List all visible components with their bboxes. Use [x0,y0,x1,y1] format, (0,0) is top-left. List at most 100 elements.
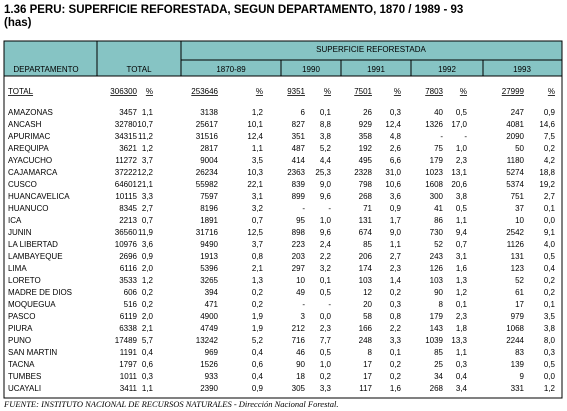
cell: - [464,132,467,141]
cell: 0,9 [544,108,556,117]
cell: 64601 [115,180,138,189]
cell: 11,9 [138,228,154,237]
cell: 1,1 [252,144,264,153]
cell: 4,2 [544,156,556,165]
cell: 839 [292,180,306,189]
cell: 3,3 [320,384,332,393]
cell: 85 [434,348,443,357]
cell: 8,8 [320,120,332,129]
row-label: CUSCO [8,180,37,189]
cell: 1,2 [142,276,154,285]
cell: 1,0 [320,360,332,369]
cell: 9490 [200,240,218,249]
cell: 0,2 [390,288,402,297]
cell: 126 [430,264,444,273]
cell: 32780 [115,120,138,129]
row-label: UCAYALI [8,384,41,393]
cell: 103 [359,276,373,285]
cell: 212 [292,324,306,333]
cell: 50 [515,144,524,153]
cell: 8 [368,348,373,357]
cell: 3,8 [544,324,556,333]
total-cell: % [394,87,401,96]
column-header: DEPARTAMENTO [13,65,78,74]
body-border [3,75,563,399]
column-header: 1993 [513,65,531,74]
total-cell: 7803 [425,87,443,96]
cell: 1,8 [456,324,468,333]
cell: 4,0 [544,240,556,249]
cell: 49 [296,288,305,297]
cell: 0,2 [390,360,402,369]
cell: 13,3 [451,336,467,345]
row-label: ICA [8,216,22,225]
cell: 9,6 [320,228,332,237]
cell: 7,7 [320,336,332,345]
title: 1.36 PERU: SUPERFICIE REFORESTADA, SEGUN… [4,4,463,16]
cell: 2390 [200,384,218,393]
cell: 2817 [200,144,218,153]
cell: 83 [515,348,524,357]
cell: 827 [292,120,306,129]
cell: 1,1 [390,240,402,249]
cell: 11,2 [138,132,154,141]
cell: 18,8 [539,168,555,177]
cell: 351 [292,132,306,141]
cell: 2,0 [142,264,154,273]
column-header: 1992 [438,65,456,74]
row-label: AMAZONAS [8,108,53,117]
cell: 0,7 [142,216,154,225]
cell: 0,7 [456,240,468,249]
cell: 4749 [200,324,218,333]
cell: 10 [515,216,524,225]
cell: 9 [520,372,525,381]
cell: 31516 [196,132,219,141]
column-header: 1990 [302,65,320,74]
row-label: PASCO [8,312,35,321]
cell: 751 [511,192,525,201]
cell: 358 [359,132,373,141]
total-cell: 27999 [502,87,525,96]
source: FUENTE: INSTITUTO NACIONAL DE RECURSOS N… [3,399,339,409]
cell: 414 [292,156,306,165]
cell: 143 [430,324,444,333]
cell: 203 [292,252,306,261]
cell: 41 [434,204,443,213]
cell: 17 [363,360,372,369]
cell: 75 [434,144,443,153]
cell: 247 [511,108,525,117]
cell: 0,3 [390,300,402,309]
cell: 223 [292,240,306,249]
cell: 90 [434,288,443,297]
cell: 21,1 [137,180,153,189]
row-label: LORETO [8,276,41,285]
cell: 933 [205,372,219,381]
cell: 131 [511,252,525,261]
cell: 2,3 [390,264,402,273]
cell: 268 [430,384,444,393]
cell: - [328,204,331,213]
cell: 0,7 [252,216,264,225]
cell: 17489 [115,336,138,345]
cell: 0,1 [390,348,402,357]
cell: 2,3 [320,324,332,333]
cell: 3,2 [320,264,332,273]
cell: 0,5 [456,204,468,213]
cell: 0,2 [142,300,154,309]
row-label: APURIMAC [8,132,50,141]
cell: 139 [511,360,525,369]
cell: 297 [292,264,306,273]
cell: 55982 [196,180,219,189]
cell: 243 [430,252,444,261]
cell: 179 [430,312,444,321]
cell: 2,6 [390,144,402,153]
cell: 0,3 [390,108,402,117]
cell: 131 [359,216,373,225]
cell: 0,2 [544,288,556,297]
cell: 2696 [119,252,137,261]
cell: 1913 [200,252,218,261]
header-bg [3,40,563,77]
row-label: SAN MARTIN [8,348,57,357]
cell: 471 [205,300,219,309]
